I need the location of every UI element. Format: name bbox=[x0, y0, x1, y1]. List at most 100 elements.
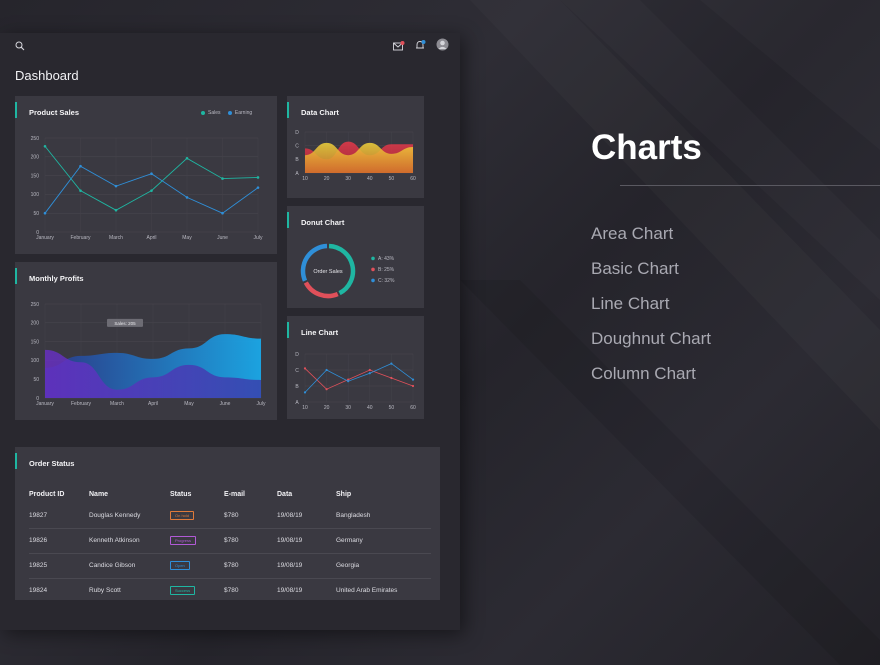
column-header[interactable]: Ship bbox=[336, 490, 352, 498]
customer-name: Douglas Kennedy bbox=[89, 503, 170, 529]
status-cell: Open bbox=[170, 553, 224, 579]
card-title: Monthly Profits bbox=[29, 274, 84, 283]
product-id: 19827 bbox=[29, 503, 89, 529]
data-point bbox=[256, 186, 260, 189]
table-row[interactable]: 19824 Ruby Scott Success $780 19/08/19 U… bbox=[29, 578, 431, 603]
x-tick-label: 60 bbox=[410, 176, 416, 182]
x-tick-label: 50 bbox=[389, 405, 395, 411]
series-line bbox=[304, 363, 414, 393]
y-tick-label: A bbox=[295, 171, 299, 177]
y-tick-label: 100 bbox=[31, 358, 40, 364]
x-tick-label: February bbox=[71, 401, 92, 407]
data-point bbox=[114, 208, 118, 212]
menu-item-line-chart[interactable]: Line Chart bbox=[591, 294, 670, 313]
y-tick-label: C bbox=[295, 143, 299, 149]
column-header[interactable]: Data bbox=[277, 490, 293, 498]
data-point bbox=[114, 184, 118, 188]
mail-icon[interactable] bbox=[393, 41, 405, 51]
status-cell: Progress bbox=[170, 528, 224, 554]
menu-item-basic-chart[interactable]: Basic Chart bbox=[591, 259, 679, 278]
card-title: Product Sales bbox=[29, 108, 80, 117]
email-cell: $780 bbox=[224, 553, 277, 579]
legend-label: A: 43% bbox=[378, 256, 395, 262]
card-title: Donut Chart bbox=[301, 218, 345, 227]
x-tick-label: 40 bbox=[367, 176, 373, 182]
y-tick-label: 50 bbox=[33, 377, 39, 383]
donut-center-label: Order Sales bbox=[313, 269, 343, 275]
x-tick-label: 30 bbox=[345, 176, 351, 182]
donut-chart-card: Donut Chart Order Sales A: 43% B: 25% C: 32… bbox=[287, 206, 424, 308]
data-point bbox=[79, 164, 82, 168]
y-tick-label: 250 bbox=[31, 302, 40, 308]
card-title: Line Chart bbox=[301, 328, 339, 337]
avatar[interactable] bbox=[436, 38, 449, 51]
card-accent bbox=[15, 268, 17, 284]
table-row[interactable]: 19826 Kenneth Atkinson Progress $780 19/… bbox=[29, 528, 431, 554]
y-tick-label: B bbox=[295, 384, 299, 390]
legend-label: C: 32% bbox=[378, 278, 395, 284]
status-badge: Progress bbox=[170, 536, 197, 545]
data-area-chart: D C B A10 20 30 40 50 60 bbox=[295, 130, 416, 182]
data-point bbox=[303, 391, 307, 394]
x-tick-label: June bbox=[217, 235, 228, 241]
status-cell: Success bbox=[170, 578, 224, 603]
y-tick-label: 0 bbox=[36, 230, 39, 236]
monthly-profits-card: Monthly Profits 250 200 150 100 50 0 January Fe… bbox=[15, 262, 277, 420]
x-tick-label: May bbox=[182, 235, 192, 241]
customer-name: Kenneth Atkinson bbox=[89, 528, 170, 554]
line-chart-card: Line Chart D C B A 10 20 30 40 50 60 bbox=[287, 316, 424, 419]
status-badge: Open bbox=[170, 561, 190, 570]
divider bbox=[620, 185, 880, 186]
bell-icon[interactable] bbox=[415, 40, 427, 51]
donut-slice-a bbox=[328, 243, 356, 296]
menu-item-column-chart[interactable]: Column Chart bbox=[591, 364, 696, 383]
x-tick-label: January bbox=[36, 235, 54, 241]
data-point bbox=[43, 211, 47, 215]
data-point bbox=[79, 189, 82, 192]
data-point bbox=[303, 367, 307, 370]
menu-item-area-chart[interactable]: Area Chart bbox=[591, 224, 674, 243]
y-tick-label: B bbox=[295, 157, 299, 163]
email-cell: $780 bbox=[224, 528, 277, 554]
y-tick-label: 200 bbox=[31, 155, 40, 161]
status-cell: On hold bbox=[170, 503, 224, 529]
x-tick-label: May bbox=[184, 401, 194, 407]
legend-dot bbox=[371, 256, 375, 261]
search-icon[interactable] bbox=[15, 41, 25, 51]
data-point bbox=[368, 368, 371, 372]
x-tick-label: 10 bbox=[302, 405, 308, 411]
product-id: 19825 bbox=[29, 553, 89, 579]
table-row[interactable]: 19825 Candice Gibson Open $780 19/08/19 … bbox=[29, 553, 431, 579]
table-row[interactable]: 19827 Douglas Kennedy On hold $780 19/08… bbox=[29, 503, 431, 529]
y-tick-label: C bbox=[295, 368, 299, 374]
showcase-title: Charts bbox=[591, 128, 702, 167]
column-header[interactable]: Product ID bbox=[29, 490, 65, 498]
column-header[interactable]: Status bbox=[170, 490, 192, 498]
legend-dot-earning bbox=[227, 110, 232, 115]
data-point bbox=[325, 368, 328, 372]
column-header[interactable]: E-mail bbox=[224, 490, 246, 498]
donut-slice-c bbox=[300, 243, 328, 282]
data-point bbox=[43, 144, 47, 148]
card-accent bbox=[15, 102, 17, 118]
data-point bbox=[390, 376, 393, 380]
y-tick-label: D bbox=[295, 130, 299, 136]
data-point bbox=[411, 384, 415, 388]
x-tick-label: April bbox=[148, 401, 158, 407]
data-point bbox=[185, 157, 189, 160]
order-table: Product ID Name Status E-mail Data Ship … bbox=[29, 485, 431, 603]
menu-item-doughnut-chart[interactable]: Doughnut Chart bbox=[591, 329, 712, 348]
card-accent bbox=[15, 453, 17, 469]
column-header[interactable]: Name bbox=[89, 490, 109, 498]
y-tick-label: A bbox=[295, 400, 299, 406]
x-tick-label: March bbox=[109, 235, 123, 241]
email-cell: $780 bbox=[224, 503, 277, 529]
y-tick-label: 150 bbox=[31, 173, 40, 179]
x-tick-label: 30 bbox=[345, 405, 351, 411]
date-cell: 19/08/19 bbox=[277, 553, 336, 579]
card-accent bbox=[287, 322, 289, 338]
tooltip-label: Sales: 205 bbox=[114, 321, 136, 326]
card-title: Data Chart bbox=[301, 108, 339, 117]
